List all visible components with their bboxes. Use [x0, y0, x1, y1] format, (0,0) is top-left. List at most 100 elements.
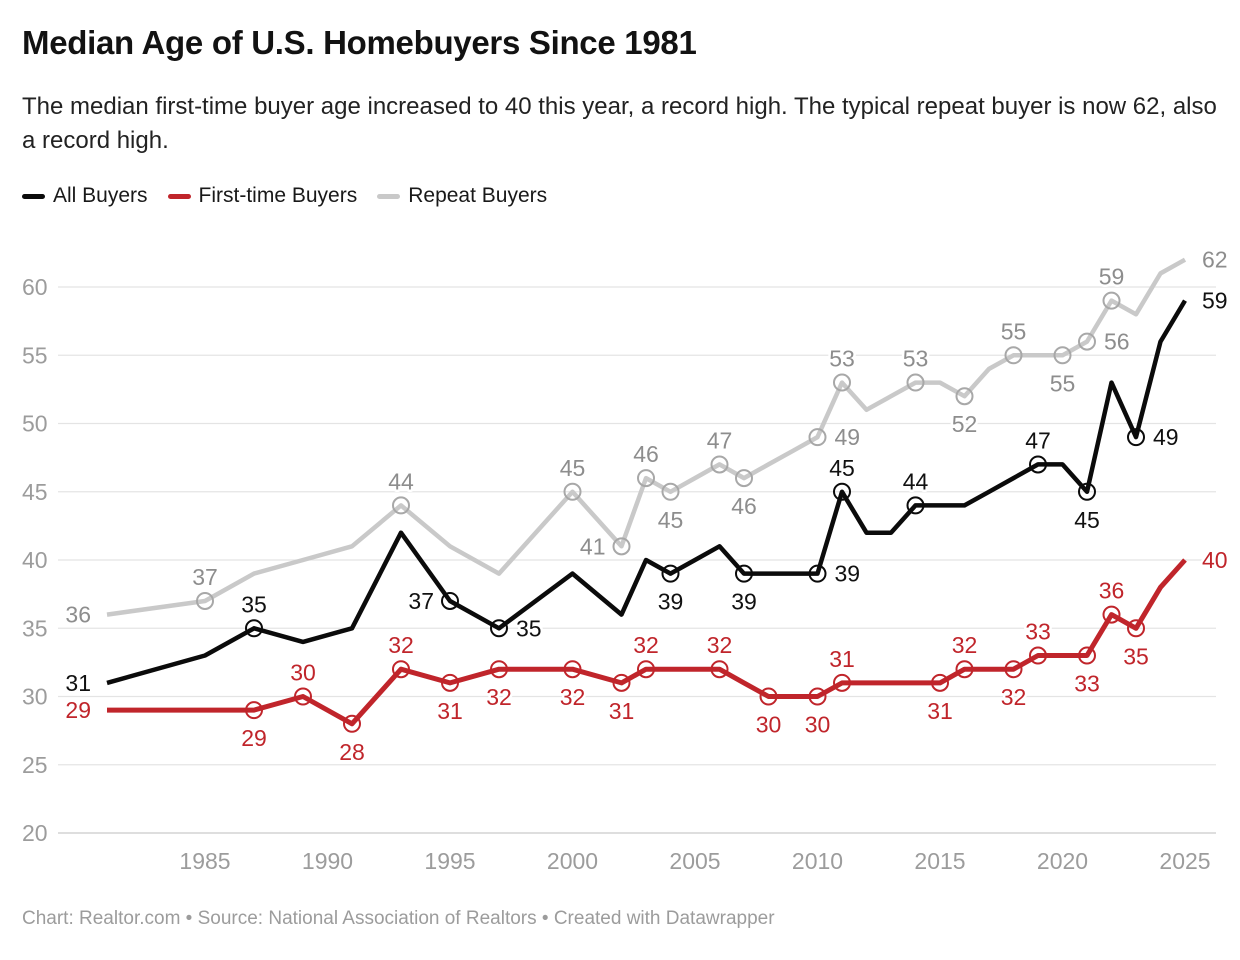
y-tick-25: 25 — [22, 752, 48, 778]
value-label-first-time-buyers-2018: 32 — [1001, 684, 1027, 710]
value-label-repeat-buyers-2025: 62 — [1202, 247, 1228, 273]
value-label-repeat-buyers-2022: 59 — [1099, 264, 1125, 290]
x-tick-1995: 1995 — [424, 848, 475, 874]
marker-first-time-buyers-1989 — [294, 687, 312, 706]
marker-repeat-buyers-2003 — [637, 469, 655, 488]
chart-title: Median Age of U.S. Homebuyers Since 1981 — [22, 24, 697, 61]
y-tick-20: 20 — [22, 820, 48, 846]
value-label-first-time-buyers-2022: 36 — [1099, 578, 1125, 604]
value-label-repeat-buyers-2021: 56 — [1104, 329, 1130, 355]
marker-repeat-buyers-2018 — [1004, 346, 1023, 365]
value-label-all-buyers-2004: 39 — [658, 589, 684, 615]
y-tick-60: 60 — [22, 274, 48, 300]
marker-first-time-buyers-1987 — [245, 701, 263, 720]
legend-label-all-buyers: All Buyers — [53, 184, 148, 207]
value-label-all-buyers-2019: 47 — [1025, 427, 1051, 453]
marker-repeat-buyers-2014 — [906, 373, 925, 392]
marker-all-buyers-1995 — [441, 591, 459, 610]
value-label-repeat-buyers-2011: 53 — [829, 346, 855, 372]
marker-all-buyers-1997 — [490, 619, 508, 638]
value-label-all-buyers-2007: 39 — [731, 589, 757, 615]
legend-label-repeat-buyers: Repeat Buyers — [408, 184, 548, 207]
value-label-repeat-buyers-2016: 52 — [952, 411, 978, 437]
value-label-first-time-buyers-2000: 32 — [560, 684, 586, 710]
marker-repeat-buyers-2021 — [1078, 332, 1096, 351]
value-label-repeat-buyers-2020: 55 — [1050, 370, 1076, 396]
x-tick-2015: 2015 — [914, 848, 965, 874]
value-label-all-buyers-2010: 39 — [835, 561, 861, 587]
value-label-repeat-buyers-2014: 53 — [903, 346, 929, 372]
legend-swatch-all-buyers — [22, 193, 45, 199]
marker-first-time-buyers-2008 — [759, 687, 778, 706]
marker-first-time-buyers-1991 — [343, 714, 361, 733]
legend-swatch-first-time-buyers — [167, 193, 191, 199]
marker-repeat-buyers-2020 — [1053, 346, 1072, 365]
marker-repeat-buyers-2016 — [955, 387, 974, 406]
value-label-first-time-buyers-2023: 35 — [1123, 643, 1149, 669]
value-label-first-time-buyers-2019: 33 — [1025, 619, 1051, 645]
value-label-all-buyers-1981: 31 — [65, 670, 91, 696]
value-label-repeat-buyers-1993: 44 — [388, 468, 414, 494]
chart-subtitle: The median first-time buyer age increase… — [22, 93, 1217, 154]
marker-first-time-buyers-2010 — [808, 687, 827, 706]
marker-first-time-buyers-2018 — [1004, 660, 1023, 679]
x-tick-2010: 2010 — [792, 848, 843, 874]
y-tick-30: 30 — [22, 684, 48, 710]
value-label-first-time-buyers-2006: 32 — [707, 632, 733, 658]
value-label-first-time-buyers-2003: 32 — [633, 632, 659, 658]
value-label-first-time-buyers-1997: 32 — [486, 684, 512, 710]
value-label-repeat-buyers-1985: 37 — [192, 564, 218, 590]
value-label-repeat-buyers-2003: 46 — [633, 441, 659, 467]
legend-swatch-repeat-buyers — [377, 193, 401, 199]
marker-repeat-buyers-2000 — [563, 482, 582, 501]
marker-first-time-buyers-2022 — [1102, 605, 1121, 624]
marker-repeat-buyers-2011 — [833, 373, 851, 392]
marker-first-time-buyers-2015 — [931, 673, 949, 692]
attribution: Chart: Realtor.com • Source: National As… — [22, 908, 775, 929]
x-tick-1985: 1985 — [179, 848, 230, 874]
value-label-all-buyers-2011: 45 — [829, 455, 855, 481]
marker-repeat-buyers-2010 — [808, 428, 827, 447]
marker-first-time-buyers-1997 — [490, 660, 508, 679]
x-tick-2025: 2025 — [1159, 848, 1210, 874]
y-tick-40: 40 — [22, 547, 48, 573]
legend-label-first-time-buyers: First-time Buyers — [198, 184, 358, 207]
value-label-first-time-buyers-2010: 30 — [805, 712, 831, 738]
value-label-repeat-buyers-2004: 45 — [658, 507, 684, 533]
marker-first-time-buyers-2011 — [833, 673, 851, 692]
x-tick-1990: 1990 — [302, 848, 353, 874]
marker-first-time-buyers-2023 — [1127, 619, 1145, 638]
value-label-all-buyers-2021: 45 — [1074, 507, 1100, 533]
value-label-all-buyers-2023: 49 — [1153, 424, 1179, 450]
value-label-repeat-buyers-2000: 45 — [560, 455, 586, 481]
value-label-first-time-buyers-2015: 31 — [927, 698, 953, 724]
marker-all-buyers-2021 — [1078, 482, 1096, 501]
marker-all-buyers-2011 — [833, 482, 851, 501]
value-label-first-time-buyers-2016: 32 — [952, 632, 978, 658]
value-label-first-time-buyers-2025: 40 — [1202, 547, 1228, 573]
value-label-first-time-buyers-1993: 32 — [388, 632, 414, 658]
marker-repeat-buyers-2004 — [661, 482, 680, 501]
x-tick-2020: 2020 — [1037, 848, 1088, 874]
marker-first-time-buyers-2016 — [955, 660, 974, 679]
marker-first-time-buyers-2019 — [1029, 646, 1047, 665]
marker-all-buyers-2014 — [906, 496, 925, 515]
value-label-first-time-buyers-1981: 29 — [65, 697, 91, 723]
y-tick-55: 55 — [22, 342, 48, 368]
marker-first-time-buyers-2021 — [1078, 646, 1096, 665]
value-label-all-buyers-1995: 37 — [408, 588, 434, 614]
legend-item-first-time-buyers: First-time Buyers — [167, 184, 358, 208]
value-label-first-time-buyers-2008: 30 — [756, 712, 782, 738]
marker-all-buyers-2010 — [808, 564, 827, 583]
value-label-first-time-buyers-2002: 31 — [609, 698, 635, 724]
value-label-repeat-buyers-2018: 55 — [1001, 318, 1027, 344]
legend-item-repeat-buyers: Repeat Buyers — [377, 184, 547, 208]
marker-all-buyers-2004 — [661, 564, 680, 583]
value-label-repeat-buyers-2006: 47 — [707, 427, 733, 453]
value-label-first-time-buyers-1991: 28 — [339, 739, 365, 765]
marker-repeat-buyers-2006 — [710, 455, 729, 474]
marker-repeat-buyers-2022 — [1102, 291, 1121, 310]
value-label-first-time-buyers-1995: 31 — [437, 698, 463, 724]
